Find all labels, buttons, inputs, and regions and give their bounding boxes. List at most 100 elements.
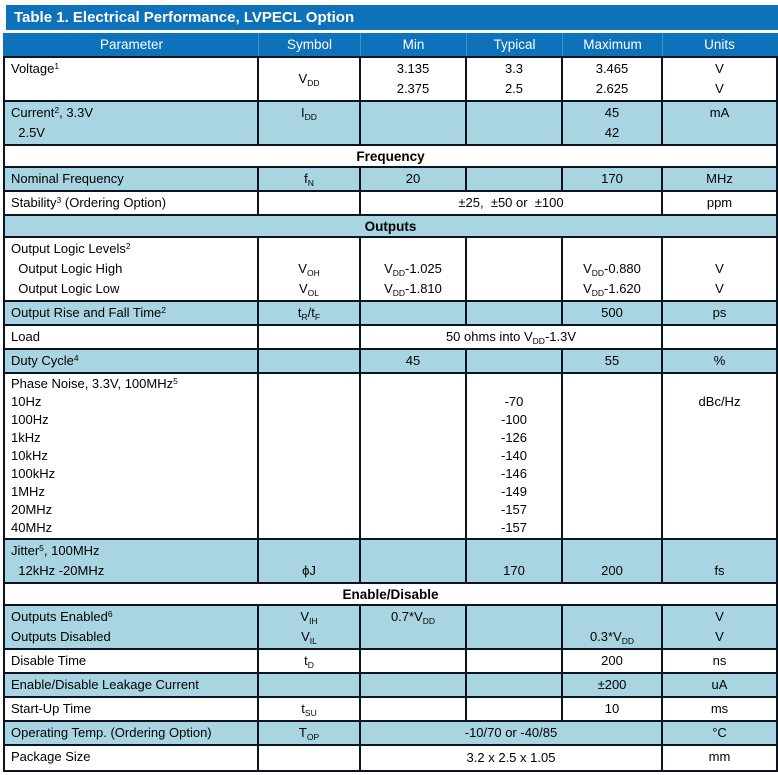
cell-line	[566, 239, 658, 259]
min-cell	[361, 674, 467, 696]
cell-line: VDD-1.620	[583, 281, 641, 298]
units-cell: mm	[663, 746, 776, 770]
symbol-cell	[259, 374, 361, 538]
parameter-cell: Voltage1	[5, 58, 259, 100]
column-header-typical: Typical	[467, 33, 563, 56]
table-row: Enable/Disable Leakage Current ±200 uA	[5, 674, 776, 698]
maximum-cell: 45 42	[563, 102, 663, 144]
cell-line: VDD-1.025	[384, 261, 442, 278]
typical-cell	[467, 102, 563, 144]
cell-line: 0.7*VDD	[390, 609, 436, 626]
title-header-gap	[3, 30, 778, 33]
section-row: Outputs	[5, 216, 776, 238]
cell-line: 2.625	[595, 81, 629, 96]
cell-line: 45	[405, 353, 421, 368]
table-title: Table 1. Electrical Performance, LVPECL …	[6, 5, 778, 30]
cell-line: 2.375	[396, 81, 430, 96]
table-row: Package Size 3.2 x 2.5 x 1.05 mm	[5, 746, 776, 770]
section-label: Enable/Disable	[342, 586, 439, 602]
parameter-cell: Operating Temp. (Ordering Option)	[5, 722, 259, 744]
cell-line: Jitter5, 100MHz	[11, 543, 100, 558]
cell-line: ms	[710, 701, 729, 716]
cell-line: 10Hz	[11, 394, 42, 409]
column-header-maximum: Maximum	[563, 33, 663, 56]
cell-line: 200	[601, 653, 623, 668]
cell-line: -10/70 or -40/85	[464, 725, 558, 740]
table-row: Operating Temp. (Ordering Option) TOP -10/…	[5, 722, 776, 746]
cell-line: 42	[604, 125, 620, 140]
min-cell	[361, 102, 467, 144]
cell-line: dBc/Hz	[698, 394, 741, 409]
table-row: Voltage1 VDD 3.135 2.375 3.3 2.5 3.465 2.625 V V	[5, 58, 776, 102]
typical-cell: 3.3 2.5	[467, 58, 563, 100]
parameter-cell: Load	[5, 326, 259, 348]
cell-line	[666, 541, 773, 561]
parameter-cell: Enable/Disable Leakage Current	[5, 674, 259, 696]
min-cell: 45	[361, 350, 467, 372]
units-cell: °C	[663, 722, 776, 744]
parameter-cell: Package Size	[5, 746, 259, 770]
column-header-parameter: Parameter	[5, 33, 259, 56]
typical-cell	[467, 238, 563, 300]
maximum-cell: VDD-0.880 VDD-1.620	[563, 238, 663, 300]
cell-line: V	[715, 609, 724, 624]
cell-line: Nominal Frequency	[11, 171, 124, 186]
cell-line	[666, 375, 773, 393]
cell-line: 200	[601, 563, 623, 578]
cell-line: 170	[503, 563, 525, 578]
maximum-cell: ±200	[563, 674, 663, 696]
cell-line	[470, 541, 558, 561]
typical-cell	[467, 698, 563, 720]
cell-line: mm	[708, 749, 731, 764]
parameter-cell: Output Logic Levels2 Output Logic High O…	[5, 238, 259, 300]
cell-line: %	[713, 353, 726, 368]
symbol-cell: tD	[259, 650, 361, 672]
cell-line: Package Size	[11, 749, 91, 764]
cell-line: -100	[500, 412, 528, 427]
typical-cell: 170	[467, 540, 563, 582]
cell-line: V	[715, 261, 724, 276]
cell-line: Operating Temp. (Ordering Option)	[11, 725, 212, 740]
cell-line: ±25, ±50 or ±100	[458, 195, 564, 210]
cell-line: Output Logic Low	[11, 281, 120, 296]
symbol-cell: tR/tF	[259, 302, 361, 324]
units-cell: mA	[663, 102, 776, 144]
cell-line	[364, 239, 462, 259]
cell-line: 12kHz -20MHz	[11, 563, 105, 578]
units-cell: dBc/Hz	[663, 374, 776, 538]
cell-line: Current2, 3.3V	[11, 105, 94, 120]
cell-line: VOL	[298, 281, 319, 298]
cell-line: Phase Noise, 3.3V, 100MHz5	[11, 376, 178, 391]
merged-value-cell: -10/70 or -40/85	[361, 722, 663, 744]
cell-line: -157	[500, 520, 528, 535]
merged-value-cell: ±25, ±50 or ±100	[361, 192, 663, 214]
symbol-cell: tSU	[259, 698, 361, 720]
cell-line: Stability3 (Ordering Option)	[11, 195, 167, 210]
units-cell: MHz	[663, 168, 776, 190]
cell-line: -149	[500, 484, 528, 499]
table-row: Output Logic Levels2 Output Logic High O…	[5, 238, 776, 302]
maximum-cell: 170	[563, 168, 663, 190]
cell-line: Duty Cycle4	[11, 353, 79, 368]
table-row: Start-Up Time tSU 10 ms	[5, 698, 776, 722]
cell-line: V	[715, 281, 724, 296]
cell-line: VDD-1.810	[384, 281, 442, 298]
column-header-row: Parameter Symbol Min Typical Maximum Units	[3, 33, 778, 56]
cell-line: tR/tF	[297, 305, 321, 322]
cell-line: °C	[712, 725, 727, 740]
units-cell: ps	[663, 302, 776, 324]
maximum-cell: 500	[563, 302, 663, 324]
cell-line: Voltage1	[11, 61, 60, 76]
cell-line: ϕJ	[302, 563, 316, 578]
cell-line: VOH	[298, 261, 320, 278]
maximum-cell	[563, 374, 663, 538]
cell-line: Outputs Enabled6	[11, 609, 113, 624]
cell-line: Load	[11, 329, 40, 344]
cell-line: 50 ohms into VDD-1.3V	[445, 329, 577, 346]
cell-line: Disable Time	[11, 653, 87, 668]
cell-line	[566, 607, 658, 627]
symbol-cell	[259, 674, 361, 696]
